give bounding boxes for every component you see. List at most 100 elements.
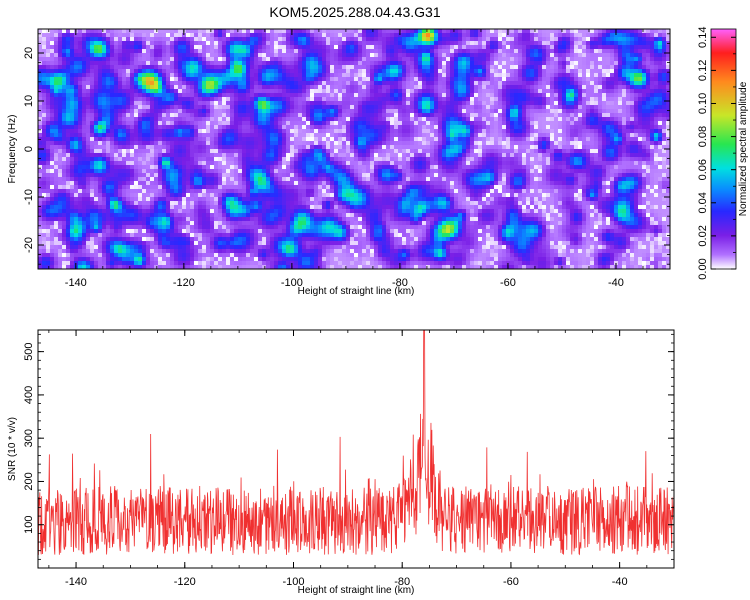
heatmap-cell [46,109,51,114]
heatmap-cell [590,49,595,54]
heatmap-cell [174,73,179,78]
heatmap-cell [442,77,447,82]
heatmap-cell [318,141,323,146]
heatmap-cell [646,77,651,82]
heatmap-cell [350,49,355,54]
heatmap-cell [402,45,407,50]
heatmap-cell [618,97,623,102]
heatmap-cell [66,141,71,146]
heatmap-cell [230,149,235,154]
heatmap-cell [174,77,179,82]
heatmap-cell [262,97,267,102]
heatmap-cell [566,93,571,98]
heatmap-cell [374,69,379,74]
heatmap-cell [510,73,515,78]
heatmap-cell [570,89,575,94]
heatmap-cell [370,33,375,38]
heatmap-cell [602,65,607,70]
heatmap-cell [362,65,367,70]
heatmap-cell [90,29,95,34]
heatmap-cell [50,109,55,114]
heatmap-cell [254,57,259,62]
heatmap-cell [246,57,251,62]
heatmap-cell [362,37,367,42]
heatmap-cell [46,121,51,126]
heatmap-cell [290,129,295,134]
heatmap-cell [650,101,655,106]
heatmap-cell [154,85,159,90]
heatmap-cell [558,73,563,78]
heatmap-cell [94,117,99,122]
heatmap-cell [478,41,483,46]
heatmap-cell [658,101,663,106]
heatmap-cell [482,137,487,142]
heatmap-cell [514,81,519,86]
heatmap-cell [418,73,423,78]
heatmap-cell [38,149,43,154]
heatmap-cell [186,69,191,74]
heatmap-cell [542,129,547,134]
heatmap-cell [306,45,311,50]
heatmap-cell [322,61,327,66]
heatmap-cell [190,49,195,54]
heatmap-cell [186,153,191,158]
heatmap-cell [102,117,107,122]
heatmap-cell [362,77,367,82]
heatmap-cell [234,57,239,62]
heatmap-cell [218,85,223,90]
heatmap-cell [362,117,367,122]
heatmap-cell [198,29,203,34]
heatmap-cell [370,81,375,86]
heatmap-cell [622,57,627,62]
heatmap-cell [154,125,159,130]
heatmap-cell [54,53,59,58]
heatmap-cell [358,145,363,150]
heatmap-cell [398,61,403,66]
heatmap-cell [534,41,539,46]
heatmap-cell [598,129,603,134]
heatmap-cell [346,69,351,74]
heatmap-cell [166,149,171,154]
heatmap-cell [198,37,203,42]
heatmap-cell [358,85,363,90]
heatmap-cell [194,93,199,98]
heatmap-cell [122,61,127,66]
heatmap-cell [330,49,335,54]
heatmap-cell [506,129,511,134]
heatmap-cell [202,125,207,130]
heatmap-cell [282,101,287,106]
heatmap-cell [398,109,403,114]
heatmap-cell [126,65,131,70]
heatmap-cell [374,153,379,158]
heatmap-cell [318,49,323,54]
heatmap-cell [550,61,555,66]
heatmap-cell [478,49,483,54]
heatmap-cell [470,109,475,114]
heatmap-cell [506,149,511,154]
heatmap-cell [506,145,511,150]
heatmap-cell [618,149,623,154]
heatmap-cell [434,105,439,110]
heatmap-cell [54,69,59,74]
heatmap-cell [578,49,583,54]
heatmap-cell [318,93,323,98]
heatmap-cell [214,57,219,62]
heatmap-cell [346,73,351,78]
heatmap-cell [442,89,447,94]
heatmap-cell [314,45,319,50]
heatmap-cell [462,133,467,138]
heatmap-cell [42,33,47,38]
heatmap-cell [314,133,319,138]
heatmap-cell [138,73,143,78]
heatmap-cell [134,53,139,58]
heatmap-cell [466,129,471,134]
heatmap-cell [210,105,215,110]
heatmap-cell [626,73,631,78]
heatmap-cell [590,85,595,90]
heatmap-cell [666,53,670,58]
heatmap-cell [282,149,287,154]
heatmap-cell [354,33,359,38]
heatmap-cell [422,57,427,62]
heatmap-cell [578,37,583,42]
heatmap-cell [326,137,331,142]
